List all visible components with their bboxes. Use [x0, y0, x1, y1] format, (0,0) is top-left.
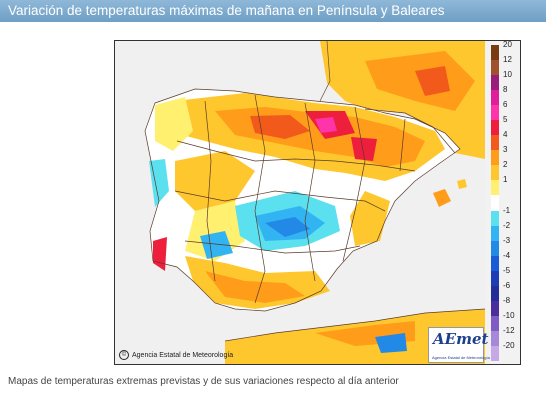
- legend-label: -2: [503, 220, 511, 230]
- page-title: Variación de temperaturas máximas de mañ…: [0, 0, 546, 22]
- legend-item: -8: [491, 296, 519, 316]
- legend-item: -10: [491, 311, 519, 331]
- logo-subtext: Agencia Estatal de Meteorología: [432, 355, 490, 360]
- legend-label: 12: [503, 55, 512, 65]
- legend-swatch: [491, 315, 499, 331]
- temperature-map: © Agencia Estatal de Meteorología AEmet …: [115, 41, 490, 364]
- legend-label: -10: [503, 310, 515, 320]
- legend-item: 2: [491, 160, 519, 181]
- legend-label: 2: [503, 160, 508, 170]
- legend-label: -6: [503, 280, 511, 290]
- legend-item: 6: [491, 100, 519, 121]
- legend-swatch: [491, 60, 499, 76]
- legend-label: -3: [503, 235, 511, 245]
- legend-label: 5: [503, 115, 508, 125]
- legend-swatch: [491, 120, 499, 136]
- legend-label: -4: [503, 250, 511, 260]
- legend-swatch: [491, 150, 499, 166]
- legend-item: 3: [491, 145, 519, 166]
- map-credit: © Agencia Estatal de Meteorología: [119, 350, 233, 360]
- legend-swatch: [491, 135, 499, 151]
- legend-label: -12: [503, 325, 515, 335]
- legend-item: 4: [491, 130, 519, 151]
- map-graphic: [115, 41, 485, 364]
- legend-item: 10: [491, 70, 519, 91]
- legend-item: -1: [491, 206, 519, 226]
- legend-swatch: [491, 195, 499, 211]
- map-caption: Mapas de temperaturas extremas previstas…: [8, 376, 399, 387]
- legend-item: 12: [491, 55, 519, 76]
- legend-swatch: [491, 180, 499, 196]
- legend-label: 4: [503, 130, 508, 140]
- legend-swatch: [491, 270, 499, 286]
- legend-item: -3: [491, 236, 519, 256]
- legend-swatch: [491, 165, 499, 181]
- legend-swatch: [491, 90, 499, 106]
- legend-item: -20: [491, 341, 519, 361]
- legend-label: 6: [503, 100, 508, 110]
- map-panel: © Agencia Estatal de Meteorología AEmet …: [114, 40, 521, 365]
- legend-label: -8: [503, 295, 511, 305]
- legend-item: -6: [491, 281, 519, 301]
- legend-item: 1: [491, 175, 519, 196]
- legend-item: -2: [491, 221, 519, 241]
- legend-item: 5: [491, 115, 519, 136]
- legend-swatch: [491, 285, 499, 301]
- legend-swatch: [491, 210, 499, 226]
- legend-swatch: [491, 345, 499, 361]
- copyright-icon: ©: [119, 350, 129, 360]
- legend-swatch: [491, 75, 499, 91]
- legend-item: 20: [491, 41, 519, 61]
- legend-label: 1: [503, 175, 508, 185]
- legend-label: 20: [503, 40, 512, 49]
- credit-text: Agencia Estatal de Meteorología: [132, 351, 234, 359]
- legend-item: -12: [491, 326, 519, 346]
- province-borders: [144, 41, 485, 342]
- legend-label: -5: [503, 265, 511, 275]
- legend-item: -5: [491, 266, 519, 286]
- logo-word: AEmet: [433, 330, 489, 348]
- legend-swatch: [491, 225, 499, 241]
- color-legend: 20 12 10 8 6 5 4 3 2 1 -1 -2 -3 -4 -5 -6 -8 -10 -12 -20: [491, 41, 519, 361]
- legend-item: 8: [491, 85, 519, 106]
- aemet-logo: AEmet Agencia Estatal de Meteorología: [428, 327, 490, 363]
- legend-swatch: [491, 300, 499, 316]
- legend-swatch: [491, 240, 499, 256]
- legend-label: -20: [503, 340, 515, 350]
- legend-label: 10: [503, 70, 512, 80]
- legend-label: 8: [503, 85, 508, 95]
- legend-item: -4: [491, 251, 519, 271]
- legend-swatch: [491, 255, 499, 271]
- legend-swatch: [491, 45, 499, 61]
- balearic-islands: [433, 189, 451, 207]
- legend-swatch: [491, 330, 499, 346]
- legend-label: -1: [503, 205, 511, 215]
- legend-swatch: [491, 105, 499, 121]
- legend-item: [491, 195, 519, 211]
- legend-label: 3: [503, 145, 508, 155]
